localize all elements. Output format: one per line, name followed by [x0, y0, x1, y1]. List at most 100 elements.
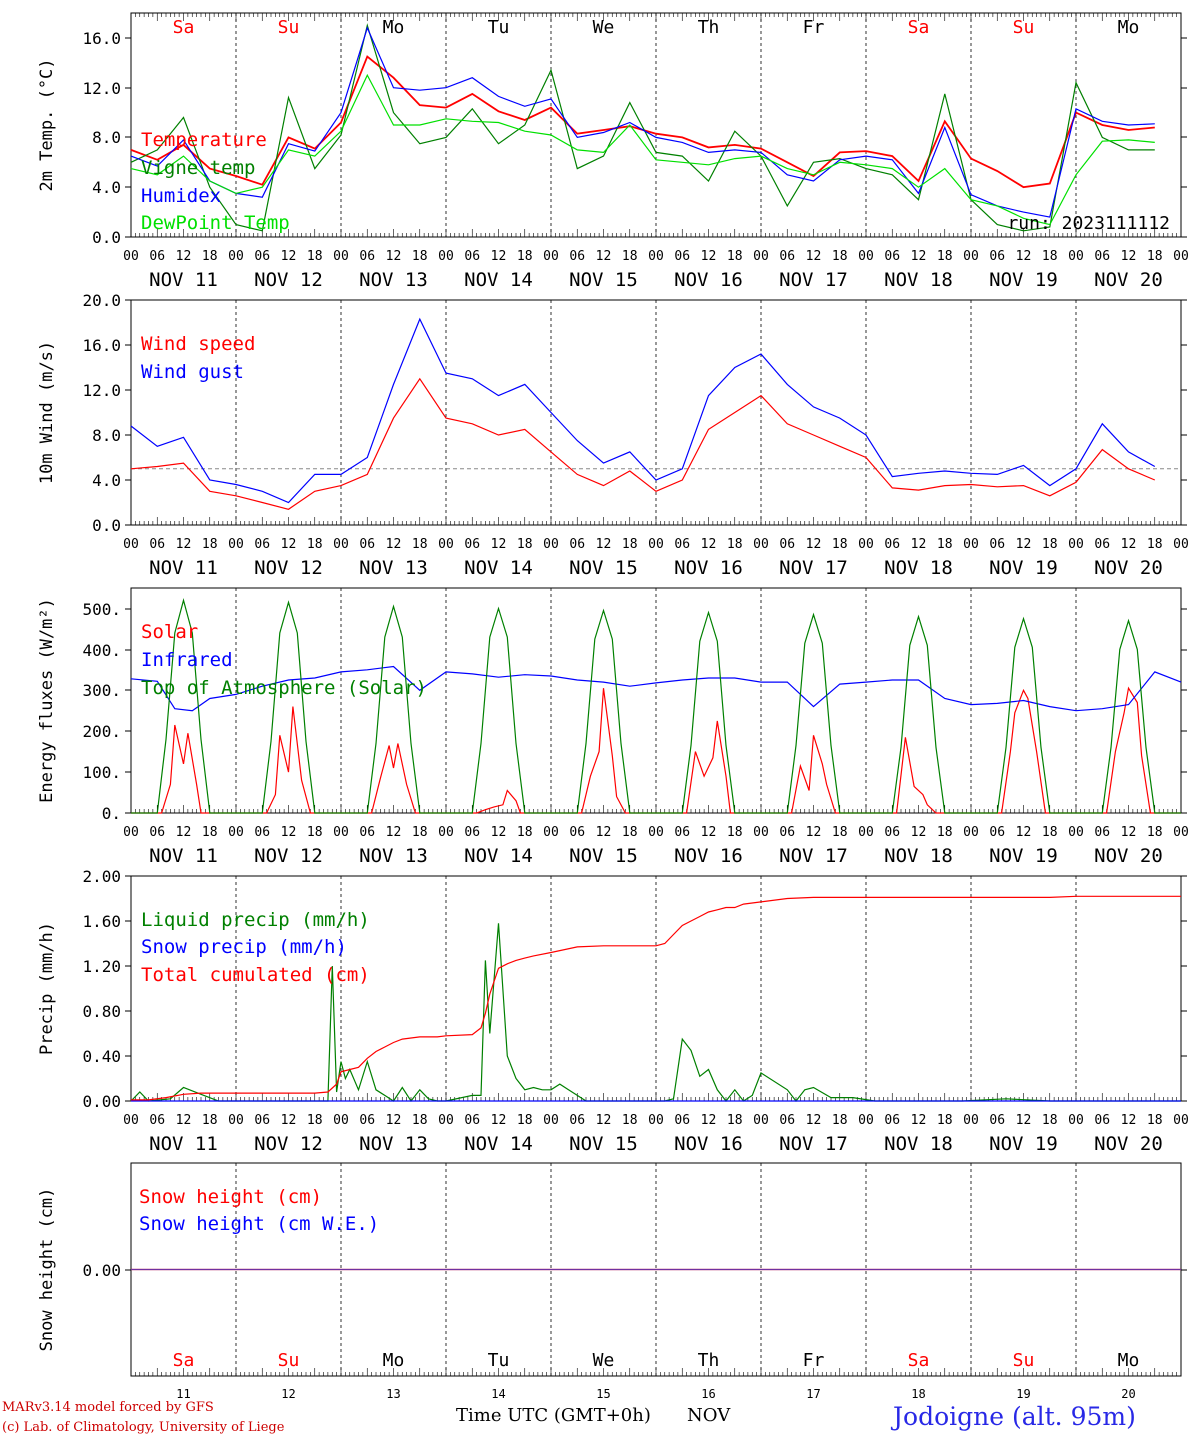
y-axis-label: 10m Wind (m/s)	[37, 341, 57, 484]
hour-label: 18	[622, 537, 638, 552]
hour-label: 06	[674, 537, 690, 552]
date-label: NOV 14	[464, 1133, 533, 1155]
legend-entry: Snow height (cm)	[139, 1186, 322, 1208]
y-axis-label: Energy fluxes (W/m²)	[37, 598, 57, 803]
hour-label: 12	[806, 537, 822, 552]
hour-label: 12	[1016, 1113, 1032, 1128]
y-axis-label: Precip (mm/h)	[37, 922, 57, 1055]
weekday-label: Tu	[488, 1350, 510, 1371]
hour-label: 00	[1068, 249, 1084, 264]
date-label: NOV 17	[779, 557, 848, 579]
weekday-label: Mo	[1118, 1350, 1140, 1371]
hour-label: 18	[1042, 1113, 1058, 1128]
hour-label: 06	[149, 825, 165, 840]
weekday-label: Mo	[383, 17, 405, 38]
weekday-label: Sa	[173, 17, 195, 38]
hour-label: 00	[333, 537, 349, 552]
hour-label: 00	[543, 1113, 559, 1128]
y-tick-label: 12.0	[82, 381, 121, 400]
day-number: 20	[1121, 1387, 1135, 1401]
hour-label: 06	[569, 537, 585, 552]
date-label: NOV 15	[569, 269, 638, 291]
hour-label: 00	[228, 537, 244, 552]
hour-label: 12	[176, 249, 192, 264]
hour-label: 12	[701, 249, 717, 264]
hour-label: 12	[1016, 249, 1032, 264]
hour-label: 12	[281, 825, 297, 840]
hour-label: 18	[1147, 249, 1163, 264]
hour-label: 18	[412, 537, 428, 552]
date-label: NOV 13	[359, 1133, 428, 1155]
hour-label: 06	[149, 1113, 165, 1128]
series-line-vigne-temp	[130, 23, 1155, 232]
weekday-label: Tu	[488, 17, 510, 38]
legend-entry: Solar	[141, 621, 198, 643]
hour-label: 06	[989, 249, 1005, 264]
hour-label: 00	[1068, 537, 1084, 552]
weekday-label: Sa	[173, 1350, 195, 1371]
hour-label: 00	[648, 537, 664, 552]
hour-label: 06	[989, 825, 1005, 840]
date-label: NOV 18	[884, 269, 953, 291]
day-number: 18	[911, 1387, 925, 1401]
hour-label: 18	[727, 825, 743, 840]
date-label: NOV 13	[359, 557, 428, 579]
date-label: NOV 17	[779, 1133, 848, 1155]
hour-label: 00	[648, 1113, 664, 1128]
weekday-label: Su	[1013, 1350, 1035, 1371]
date-label: NOV 14	[464, 557, 533, 579]
hour-label: 00	[753, 249, 769, 264]
y-axis-label: Snow height (cm)	[37, 1188, 57, 1352]
hour-label: 12	[281, 537, 297, 552]
legend-entry: DewPoint Temp	[141, 212, 290, 234]
hour-label: 06	[884, 537, 900, 552]
date-label: NOV 13	[359, 845, 428, 867]
x-axis-month: NOV	[687, 1405, 731, 1426]
date-label: NOV 13	[359, 269, 428, 291]
hour-label: 06	[674, 249, 690, 264]
weekday-label: Su	[278, 17, 300, 38]
hour-label: 06	[464, 825, 480, 840]
hour-label: 06	[254, 1113, 270, 1128]
hour-label: 00	[858, 1113, 874, 1128]
legend-entry: Top of Atmosphere (Solar)	[141, 677, 427, 699]
day-number: 16	[701, 1387, 715, 1401]
legend-entry: Wind speed	[141, 333, 255, 355]
hour-label: 18	[412, 1113, 428, 1128]
hour-label: 12	[806, 1113, 822, 1128]
hour-label: 06	[149, 537, 165, 552]
hour-label: 18	[202, 249, 218, 264]
weekday-label: Sa	[908, 17, 930, 38]
y-tick-label: 16.0	[82, 29, 121, 48]
hour-label: 00	[1173, 249, 1189, 264]
legend-entry: Vigne temp	[141, 157, 255, 179]
hour-label: 12	[491, 1113, 507, 1128]
hour-label: 00	[333, 825, 349, 840]
hour-label: 12	[1121, 249, 1137, 264]
hour-label: 06	[989, 1113, 1005, 1128]
hour-label: 00	[648, 249, 664, 264]
date-label: NOV 11	[149, 557, 218, 579]
date-label: NOV 16	[674, 557, 743, 579]
panel-2: 0.0 4.0 8.0 12.0 16.0 20.0 10m Wind (m/s) Wind …	[37, 291, 1189, 579]
date-label: NOV 20	[1094, 557, 1163, 579]
hour-label: 00	[333, 249, 349, 264]
legend-entry: Snow precip (mm/h)	[141, 936, 347, 958]
hour-label: 00	[858, 537, 874, 552]
hour-label: 06	[779, 537, 795, 552]
y-tick-label: 12.0	[82, 79, 121, 98]
hour-label: 18	[307, 249, 323, 264]
date-label: NOV 14	[464, 845, 533, 867]
panel-3: 0. 100. 200. 300. 400. 500. Energy fluxes (W/m…	[37, 587, 1189, 867]
y-tick-label: 300.	[82, 681, 121, 700]
plot-frame	[130, 12, 1182, 238]
y-tick-label: 16.0	[82, 336, 121, 355]
hour-label: 12	[911, 825, 927, 840]
series-line-wind-speed	[130, 377, 1156, 510]
hour-label: 00	[438, 825, 454, 840]
date-label: NOV 12	[254, 845, 323, 867]
hour-label: 06	[569, 1113, 585, 1128]
hour-label: 06	[359, 249, 375, 264]
date-label: NOV 15	[569, 557, 638, 579]
hour-label: 00	[1173, 825, 1189, 840]
